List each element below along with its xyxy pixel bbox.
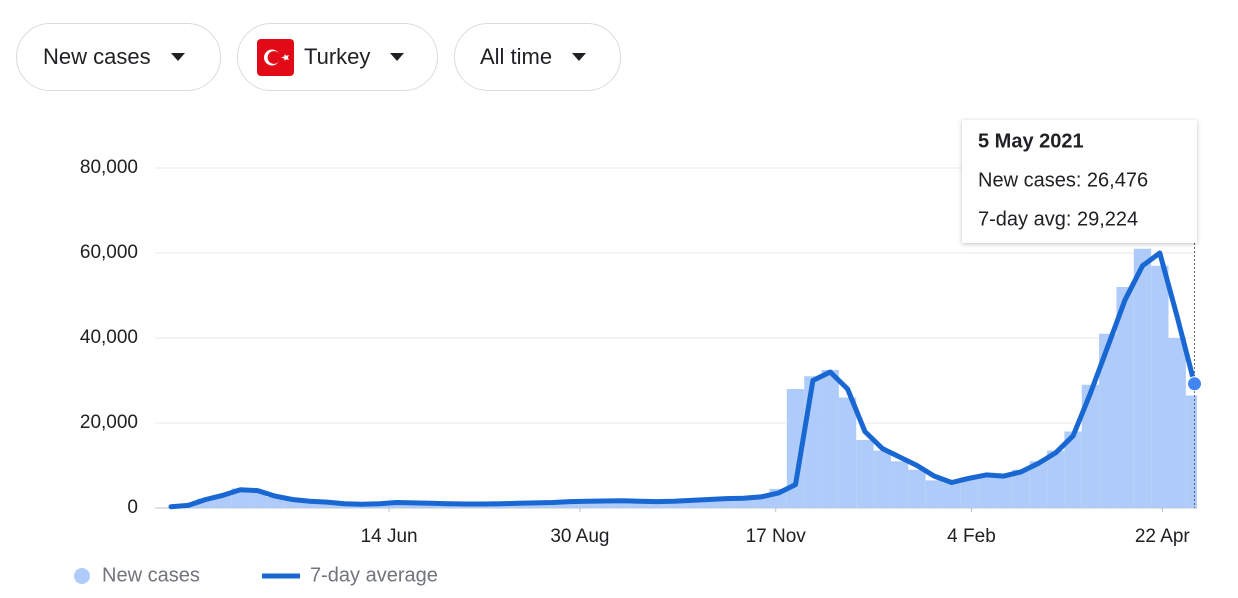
bar: [509, 503, 527, 508]
bar: [179, 505, 198, 508]
bar: [1099, 333, 1117, 508]
range-dropdown[interactable]: All time: [454, 23, 621, 91]
bar: [405, 503, 423, 508]
bar: [734, 497, 753, 508]
bar: [1064, 431, 1082, 508]
y-tick-label: 20,000: [80, 412, 138, 433]
hover-point: [1187, 376, 1203, 392]
bar: [1168, 338, 1186, 508]
bar: [283, 499, 302, 508]
legend-label: New cases: [102, 564, 200, 586]
bar: [474, 503, 492, 508]
y-tick-label: 0: [127, 497, 138, 518]
bar: [387, 502, 406, 508]
chip-label: All time: [480, 44, 553, 69]
bar: [578, 500, 597, 508]
bar: [1012, 469, 1030, 508]
bar: [596, 500, 614, 508]
bar: [648, 501, 666, 508]
bar: [1029, 461, 1048, 508]
legend-label: 7-day average: [310, 564, 438, 586]
y-tick-label: 60,000: [80, 242, 138, 263]
tooltip-title: 5 May 2021: [978, 130, 1084, 152]
chip-label: New cases: [43, 44, 151, 69]
bar: [1047, 450, 1065, 508]
bar: [890, 461, 909, 508]
bar: [335, 503, 354, 508]
tooltip-box: [962, 120, 1197, 243]
dropdown-arrow: [170, 53, 185, 61]
bar: [977, 474, 996, 508]
x-tick-label: 30 Aug: [550, 526, 609, 547]
bar: [700, 499, 718, 508]
bar: [318, 502, 336, 508]
bar: [682, 500, 701, 508]
tooltip: 5 May 2021 New cases: 26,476 7-day avg: …: [962, 120, 1197, 243]
x-tick-label: 22 Apr: [1135, 526, 1191, 547]
bar: [214, 494, 232, 508]
dropdown-arrow: [390, 53, 405, 61]
bar: [613, 500, 631, 508]
bar: [821, 369, 839, 508]
bar: [752, 496, 770, 508]
chip-label: Turkey: [304, 44, 371, 69]
line: [168, 250, 1197, 510]
bar: [526, 502, 544, 508]
bar: [995, 476, 1013, 508]
bar: [171, 506, 189, 508]
y-tick-label: 80,000: [80, 157, 138, 178]
dropdown-arrow: [572, 53, 587, 61]
bar: [856, 440, 874, 508]
tooltip-line: 7-day avg: 29,224: [978, 208, 1138, 230]
metric-dropdown[interactable]: New cases: [16, 23, 221, 91]
x-tick-label: 4 Feb: [947, 526, 996, 547]
bar: [786, 389, 805, 508]
bar: [838, 397, 857, 508]
bar: [873, 450, 891, 508]
location-dropdown[interactable]: Turkey: [237, 23, 438, 91]
bar: [439, 503, 458, 508]
bar: [301, 501, 319, 508]
bar: [561, 501, 579, 508]
bar: [249, 491, 267, 508]
bar: [942, 482, 961, 508]
bar: [370, 503, 388, 508]
bar: [1116, 287, 1134, 508]
x-tick-label: 17 Nov: [746, 526, 807, 547]
bar: [197, 498, 215, 508]
y-tick-label: 40,000: [80, 327, 138, 348]
bar: [804, 376, 822, 508]
bar: [925, 480, 943, 508]
bar: [769, 488, 787, 508]
bar: [1133, 248, 1152, 508]
bar: [457, 504, 475, 508]
bar: [543, 502, 562, 508]
bar: [960, 477, 978, 508]
bar: [266, 496, 284, 508]
bar: [231, 488, 250, 508]
bar: [422, 503, 440, 508]
bar: [908, 469, 926, 508]
tooltip-line: New cases: 26,476: [978, 169, 1148, 191]
bar: [717, 498, 735, 508]
bar: [1185, 395, 1197, 508]
bar: [1081, 384, 1100, 508]
bar: [630, 501, 649, 508]
legend-swatch: [74, 568, 90, 584]
bar: [665, 500, 683, 508]
bar: [1151, 265, 1169, 508]
flag-icon: [257, 38, 294, 76]
x-tick-label: 14 Jun: [361, 526, 418, 547]
bar: [491, 503, 510, 508]
bar: [353, 504, 371, 508]
